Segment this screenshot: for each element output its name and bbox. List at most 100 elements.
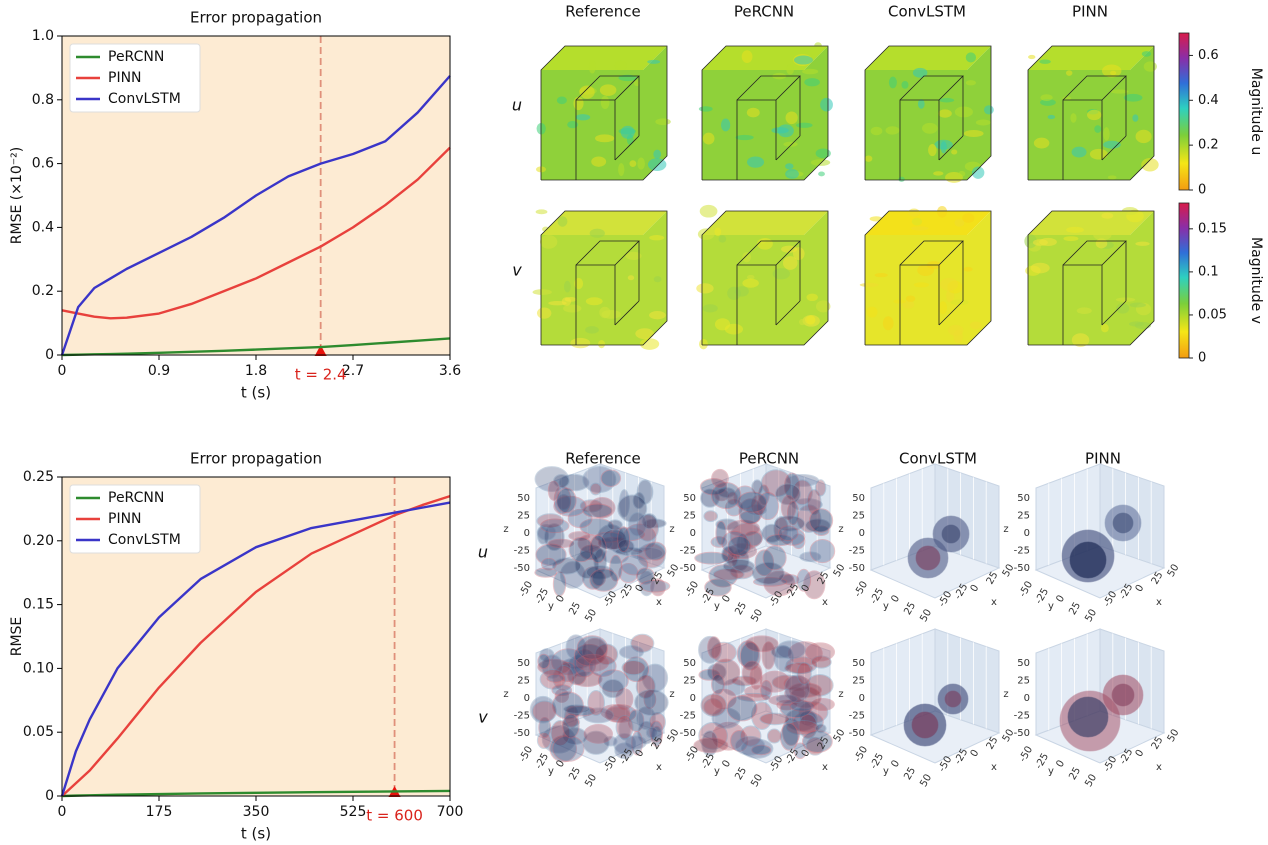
isosurface [771,674,804,691]
isosurface [543,523,565,551]
isosurface [710,641,737,664]
series-line [60,501,451,797]
colorbar-tick-label: 0.1 [1198,264,1219,279]
isosurface [706,663,727,682]
texture-blob [532,289,552,296]
texture-blob [591,156,607,167]
texture-blob [908,208,920,217]
y-tick-label: 25 [1067,601,1083,618]
x-tick-label: 3.6 [439,363,461,379]
y-tick-label: 0 [889,759,902,770]
isosurface [711,707,741,729]
row-label: u [478,543,488,562]
texture-blob [954,106,973,118]
texture-blob [882,316,894,331]
isosurface [535,543,567,566]
isosurface [796,568,812,592]
isosurface [632,492,646,510]
series-line [61,337,451,357]
y-tick-label: 0.2 [32,283,54,299]
colorbar-tick-label: 0.15 [1198,221,1227,236]
isosurface [806,488,822,516]
isosurface [582,566,604,590]
texture-blob [975,119,991,126]
isosurface [562,716,581,727]
isosurface [733,485,757,510]
isosurface [554,688,570,703]
isosurface [607,519,623,531]
texture-blob [1132,114,1139,122]
cube-cut [775,135,801,161]
isosurface [622,523,657,553]
legend-label: PeRCNN [108,49,164,65]
y-axis-label: y [883,766,889,777]
x-axis-label: x [656,597,662,608]
isosurface [799,551,822,563]
texture-blob [965,52,977,63]
isosurface [788,682,823,698]
isosurface [641,513,658,530]
texture-blob [647,59,661,64]
z-tick-label: -25 [1014,546,1030,557]
isosurface [601,537,613,550]
z-axis-label: z [503,524,508,535]
isosurface [751,701,773,730]
isosurface [711,658,741,686]
texture-blob [639,338,660,350]
y-axis-label: y [714,601,720,612]
pane [534,710,666,764]
x-axis-label: t (s) [241,384,271,402]
row-label: u [512,96,522,115]
y-tick-label: -50 [1017,745,1035,765]
isosurface [711,721,746,751]
isosurface [915,545,941,571]
isosurface [700,488,720,508]
isosurface [729,522,764,550]
texture-blob [1071,333,1090,347]
isosurface [538,716,552,739]
texture-blob [1101,212,1114,219]
texture-blob [1135,241,1150,246]
isosurface [559,561,586,589]
y-tick-label: -50 [852,580,870,600]
texture-blob [771,127,789,134]
isosurface [579,544,604,561]
y-tick-label: 1.0 [32,28,54,44]
isosurface [729,564,755,580]
isosurface [639,579,671,593]
cube-cut [899,240,964,266]
z-tick-label: -25 [680,546,696,557]
texture-blob [697,228,715,240]
isosurface [787,641,823,666]
texture-blob [798,318,806,326]
isosurface [789,686,822,709]
isosurface [773,516,789,542]
isosurface [760,469,792,498]
isosurface [721,530,748,556]
z-tick-label: -50 [680,728,696,739]
isosurface [784,472,801,500]
isosurface [550,719,571,747]
texture-blob [585,297,603,306]
isosurface [567,508,593,529]
texture-blob [954,218,965,227]
x-tick-label: 0 [634,748,647,759]
isosurface [738,498,763,525]
isosurface [562,713,580,739]
texture-blob [785,111,798,125]
y-tick-label: 0.4 [32,219,54,235]
texture-blob [1040,94,1053,102]
isosurface [573,649,597,678]
texture-blob [905,295,916,302]
texture-blob [570,337,591,349]
x-tick-label: 0 [800,583,813,594]
texture-blob [939,97,955,103]
y-tick-label: 50 [918,773,934,790]
isosurface [567,654,594,677]
cube-face [643,46,667,180]
isosurface [805,736,825,756]
texture-blob [1100,323,1109,333]
isosurface [765,534,793,547]
isosurface [809,539,836,564]
